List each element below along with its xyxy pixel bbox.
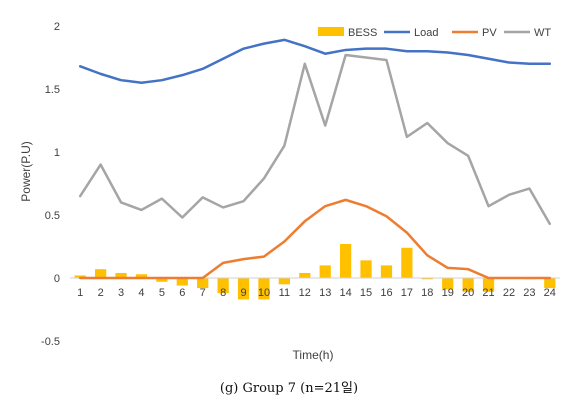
x-tick-label: 11 (279, 287, 290, 299)
y-tick-label: 1 (54, 147, 60, 159)
x-tick-label: 8 (220, 287, 226, 299)
x-tick-label: 7 (200, 287, 206, 299)
bess-bar (278, 278, 290, 285)
y-tick-label: 1.5 (45, 84, 60, 96)
x-tick-label: 19 (442, 287, 454, 299)
bess-bar (380, 265, 393, 278)
x-tick-label: 14 (340, 287, 352, 299)
x-tick-label: 4 (138, 287, 144, 299)
x-tick-label: 3 (118, 287, 124, 299)
x-tick-label: 23 (523, 287, 535, 299)
y-tick-label: 2 (54, 21, 60, 33)
legend-swatch (318, 27, 344, 36)
legend-label: Load (414, 27, 438, 39)
y-tick-label: 0 (54, 273, 60, 285)
x-tick-label: 2 (98, 287, 104, 299)
x-tick-label: 24 (544, 287, 556, 299)
figure-caption: (g) Group 7 (n=21일) (220, 381, 358, 396)
bess-bar (156, 278, 168, 282)
x-tick-label: 20 (462, 287, 474, 299)
bess-bars (74, 243, 556, 300)
legend: BESS Load PV WT (318, 27, 551, 39)
bess-bar (340, 243, 352, 278)
bess-bar (176, 278, 188, 286)
bess-bar (544, 278, 556, 289)
x-tick-label: 5 (159, 287, 165, 299)
legend-label: PV (482, 27, 497, 39)
bess-bar (135, 274, 148, 278)
x-tick-label: 22 (503, 287, 515, 299)
bess-bar (401, 247, 413, 278)
y-axis-ticks: -0.5 0 0.5 1 1.5 2 (41, 21, 60, 348)
x-tick-label: 21 (482, 287, 494, 299)
x-tick-label: 18 (421, 287, 433, 299)
bess-bar (115, 272, 127, 278)
pv-line (78, 198, 552, 280)
wt-line (78, 53, 552, 226)
series-lines (78, 38, 552, 280)
bess-bar (482, 278, 495, 292)
bess-bar (95, 269, 107, 278)
x-tick-label: 16 (380, 287, 392, 299)
bess-bar (74, 275, 86, 278)
bess-bar (319, 265, 331, 278)
legend-label: BESS (348, 27, 377, 39)
x-tick-label: 17 (401, 287, 413, 299)
bess-bar (360, 260, 372, 278)
x-tick-label: 10 (258, 287, 270, 299)
bess-bar (237, 278, 250, 300)
x-tick-label: 15 (360, 287, 372, 299)
x-tick-label: 9 (240, 287, 246, 299)
x-tick-label: 13 (319, 287, 331, 299)
x-axis-title: Time(h) (293, 348, 334, 362)
bess-bar (462, 278, 474, 292)
bess-bar (442, 278, 454, 290)
bess-bar (197, 278, 209, 289)
x-tick-label: 12 (299, 287, 311, 299)
y-tick-label: -0.5 (41, 336, 60, 348)
x-axis-ticks: 1 2 3 4 5 6 7 8 9 10 11 12 13 14 15 16 17 18 19 20 21 22 23 24 (77, 287, 556, 299)
bess-bar (421, 278, 433, 280)
x-tick-label: 1 (77, 287, 83, 299)
y-tick-label: 0.5 (45, 210, 60, 222)
x-tick-label: 6 (179, 287, 185, 299)
bess-bar (217, 278, 229, 294)
y-axis-title: Power(P.U) (19, 141, 33, 201)
bess-bar (258, 278, 270, 300)
legend-label: WT (534, 27, 551, 39)
load-line (78, 38, 552, 84)
bess-bar (299, 272, 311, 278)
